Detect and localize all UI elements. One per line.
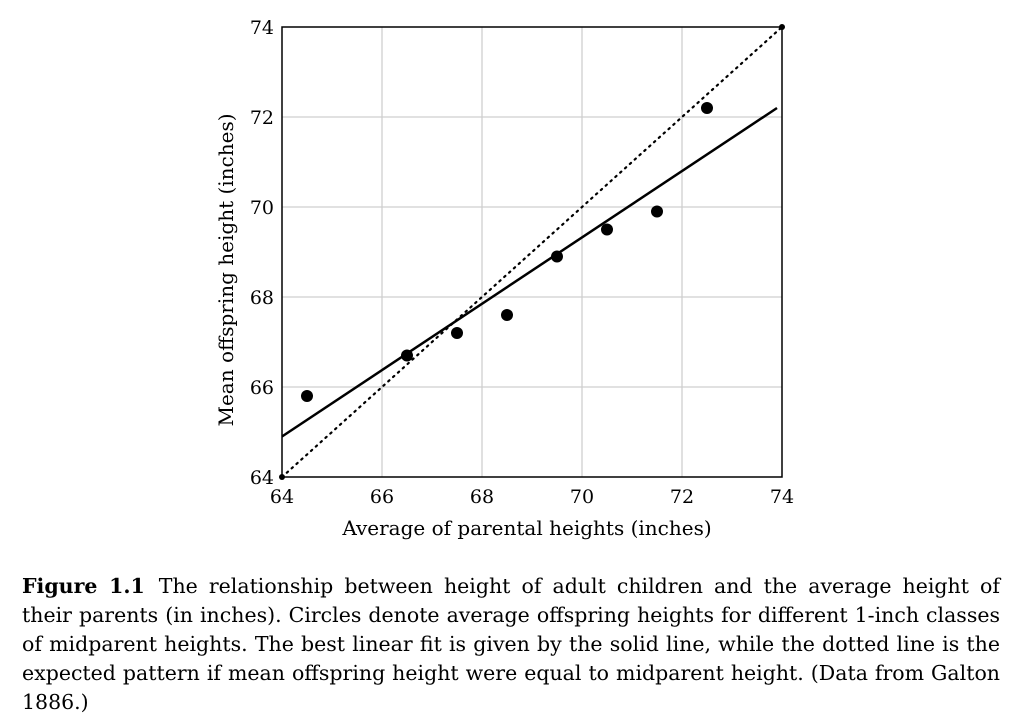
y-axis-label: Mean offspring height (inches) [214, 113, 238, 426]
y-tick-label: 66 [250, 377, 274, 399]
x-tick-label: 70 [570, 486, 594, 508]
data-point [301, 390, 313, 402]
plot-frame [281, 26, 783, 478]
y-tick-label: 64 [250, 467, 274, 489]
data-point [401, 349, 413, 362]
fit-line-solid [281, 106, 778, 438]
figure-label: Figure 1.1 [22, 574, 145, 598]
reference-line-endpoint [779, 24, 785, 30]
data-point [501, 309, 513, 321]
reference-line-dotted [280, 25, 784, 479]
y-tick-label: 70 [250, 197, 274, 219]
x-axis-label: Average of parental heights (inches) [341, 516, 711, 540]
figure-caption: Figure 1.1 The relationship between heigh… [22, 572, 1000, 717]
data-point [601, 223, 613, 236]
caption-text: The relationship between height of adult… [22, 574, 1000, 714]
data-point [451, 327, 463, 339]
y-tick-label: 72 [250, 107, 274, 129]
x-tick-label: 72 [670, 486, 694, 508]
y-axis-ticks: 64 66 68 70 72 74 [250, 17, 274, 489]
x-tick-label: 68 [470, 486, 494, 508]
data-point [651, 205, 663, 218]
y-tick-label: 74 [250, 17, 274, 39]
x-tick-label: 74 [770, 486, 794, 508]
x-tick-label: 66 [370, 486, 394, 508]
data-points [279, 24, 785, 480]
data-point [701, 102, 713, 114]
scatter-chart: 64 66 68 70 72 74 64 66 68 70 72 74 Average of par… [214, 17, 794, 540]
x-tick-label: 64 [270, 486, 294, 508]
grid-lines [282, 27, 782, 477]
data-point [551, 250, 563, 263]
x-axis-ticks: 64 66 68 70 72 74 [270, 486, 794, 508]
y-tick-label: 68 [250, 287, 274, 309]
reference-line-endpoint [279, 474, 285, 480]
